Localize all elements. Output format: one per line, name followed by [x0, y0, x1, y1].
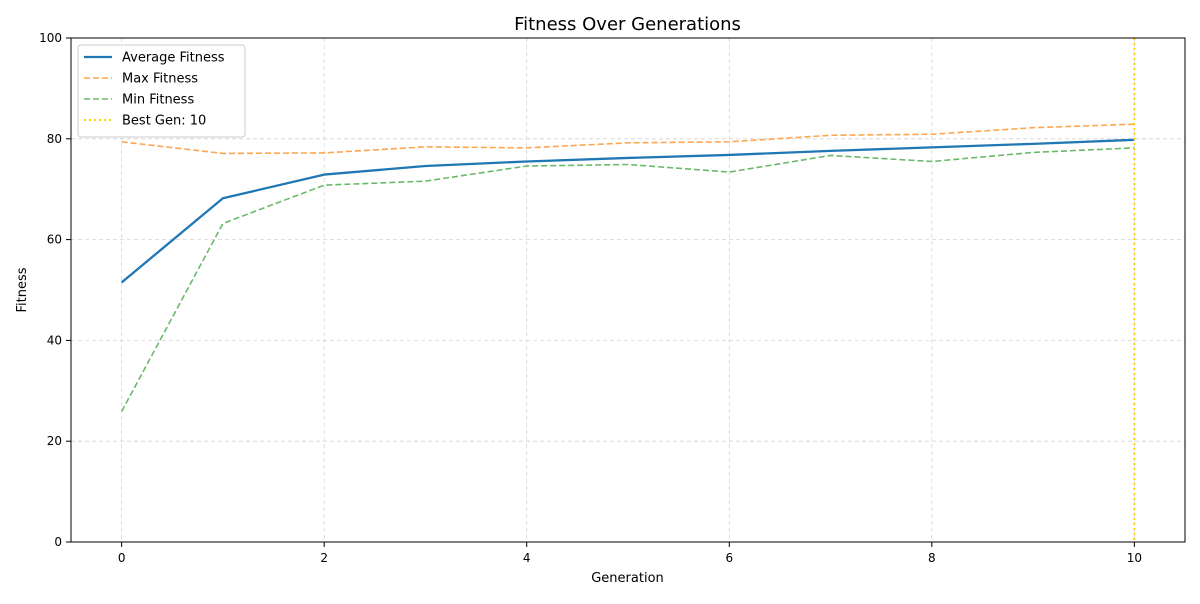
x-axis-label: Generation — [591, 571, 664, 586]
legend-box — [77, 44, 246, 138]
chart-title: Fitness Over Generations — [514, 14, 741, 35]
series-line-min-fitness — [120, 147, 1135, 412]
series-line-average-fitness — [120, 138, 1135, 284]
x-tick-label: 0 — [118, 551, 126, 565]
legend-label: Max Fitness — [122, 72, 198, 87]
y-axis-label: Fitness — [15, 267, 30, 312]
x-tick-label: 6 — [725, 551, 733, 565]
x-tick-label: 4 — [523, 551, 531, 565]
legend-label: Best Gen: 10 — [122, 114, 206, 129]
legend: Average Fitness Max Fitness Min Fitness Bes… — [77, 44, 246, 138]
x-tick-label: 10 — [1127, 551, 1142, 565]
y-tick-label: 20 — [47, 434, 62, 448]
series-line-max-fitness — [121, 123, 1135, 155]
legend-label: Average Fitness — [122, 51, 225, 66]
y-tick-label: 40 — [47, 333, 62, 347]
y-tick-label: 80 — [47, 132, 62, 146]
x-tick-label: 2 — [320, 551, 328, 565]
y-tick-label: 100 — [39, 31, 62, 45]
plot-frame — [70, 37, 1186, 543]
y-tick-label: 0 — [54, 535, 62, 549]
series-layer — [120, 38, 1136, 542]
y-tick-label: 60 — [47, 233, 62, 247]
x-tick-label: 8 — [928, 551, 936, 565]
legend-label: Min Fitness — [122, 93, 194, 108]
